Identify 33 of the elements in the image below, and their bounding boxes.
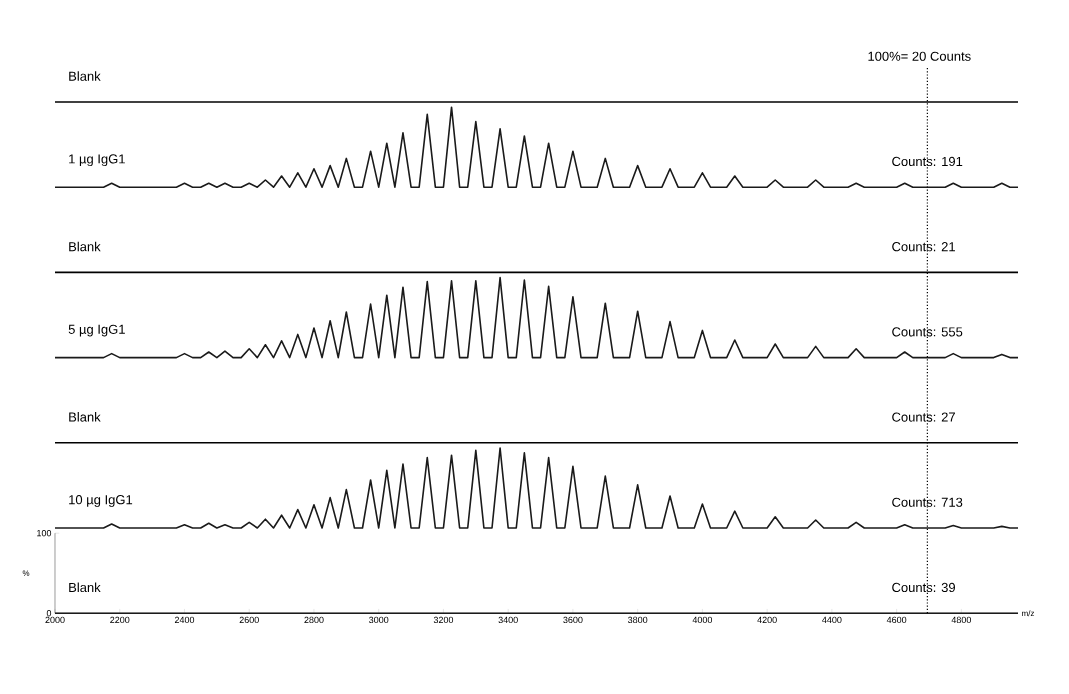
x-tick-label: 4800 bbox=[951, 616, 972, 624]
x-tick-label: 3600 bbox=[563, 616, 583, 624]
text: 100%= 20 Counts bbox=[868, 51, 971, 61]
x-tick-label: 2400 bbox=[174, 616, 195, 624]
y-axis-title: % bbox=[22, 570, 30, 576]
y-tick-label: 0 bbox=[46, 610, 52, 617]
y-tick-label: 100 bbox=[37, 530, 52, 537]
annotation: Counts: 555 bbox=[892, 327, 963, 337]
text: Counts: 27 bbox=[892, 412, 955, 422]
x-tick-label: 3800 bbox=[627, 616, 648, 624]
annotation: Counts: 713 bbox=[892, 497, 963, 507]
x-tick-label: 3000 bbox=[369, 616, 389, 624]
annotation: Counts: 39 bbox=[892, 582, 955, 593]
text: Blank bbox=[69, 582, 101, 593]
x-tick-label: 3200 bbox=[433, 616, 454, 624]
x-tick-label: 4200 bbox=[757, 616, 777, 624]
x-tick-label: 2800 bbox=[304, 616, 324, 624]
text: 10 µg IgG1 bbox=[69, 495, 133, 507]
x-tick-label: 2200 bbox=[110, 616, 130, 624]
text: Blank bbox=[69, 241, 101, 252]
x-axis-title: m/z bbox=[1022, 610, 1035, 617]
text: Blank bbox=[69, 71, 101, 81]
annotation: Counts: 191 bbox=[892, 156, 963, 167]
x-tick-label: 4600 bbox=[886, 616, 907, 624]
x-tick-label: 3400 bbox=[498, 616, 518, 624]
text: Counts: 21 bbox=[892, 242, 955, 252]
x-tick-label: 4400 bbox=[822, 616, 842, 624]
text: 5 µg IgG1 bbox=[68, 324, 125, 337]
x-tick-label: 2600 bbox=[239, 616, 259, 624]
x-tick-label: 4000 bbox=[692, 616, 713, 624]
x-tick-label: 2000 bbox=[45, 616, 65, 624]
text: 1 µg IgG1 bbox=[69, 154, 125, 167]
text: Blank bbox=[69, 412, 101, 422]
